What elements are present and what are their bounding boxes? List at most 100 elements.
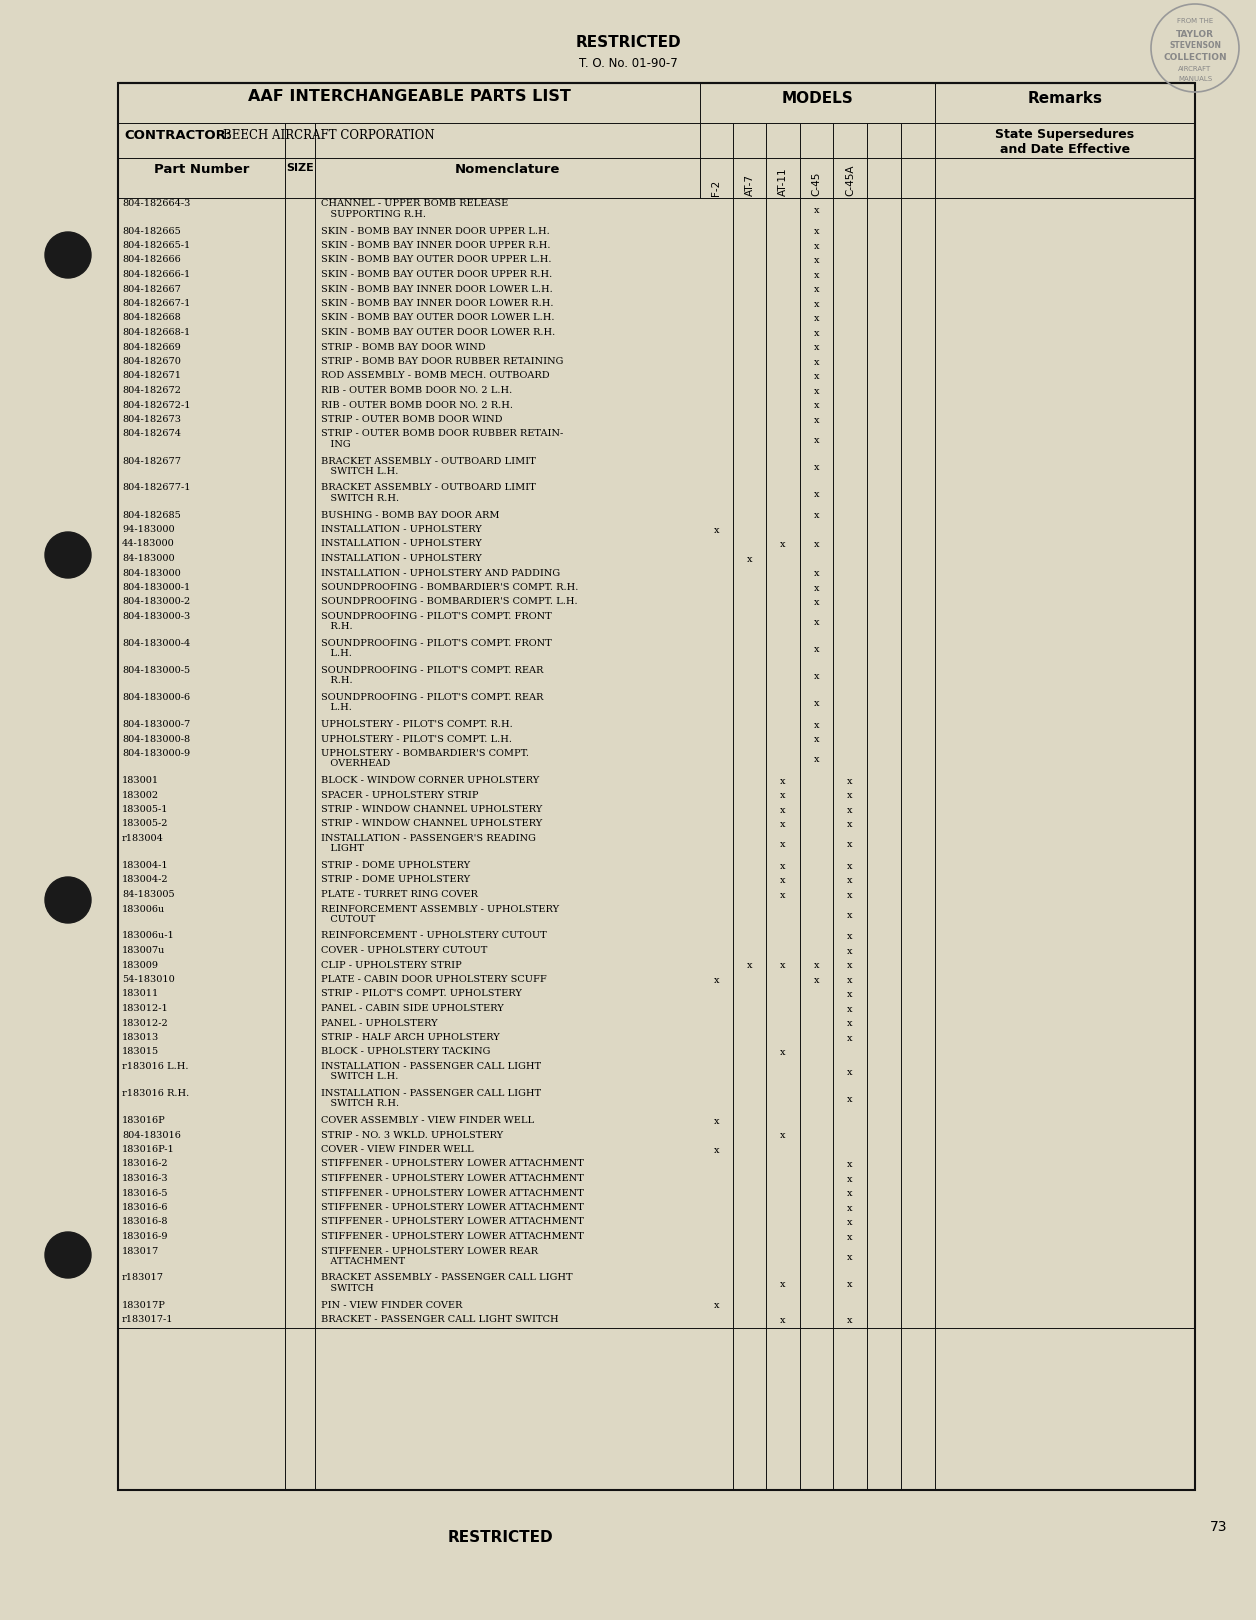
Text: x: x	[747, 554, 752, 564]
Text: INSTALLATION - PASSENGER CALL LIGHT
   SWITCH L.H.: INSTALLATION - PASSENGER CALL LIGHT SWIT…	[322, 1063, 541, 1082]
Text: T. O. No. 01-90-7: T. O. No. 01-90-7	[579, 57, 677, 70]
Text: 804-183000: 804-183000	[122, 569, 181, 577]
Text: r183017: r183017	[122, 1273, 165, 1283]
Text: Remarks: Remarks	[1027, 91, 1103, 105]
Text: 804-182667: 804-182667	[122, 285, 181, 293]
Text: SOUNDPROOFING - BOMBARDIER'S COMPT. L.H.: SOUNDPROOFING - BOMBARDIER'S COMPT. L.H.	[322, 598, 578, 606]
Text: x: x	[814, 489, 819, 499]
Text: STRIP - BOMB BAY DOOR RUBBER RETAINING: STRIP - BOMB BAY DOOR RUBBER RETAINING	[322, 356, 564, 366]
Text: SOUNDPROOFING - PILOT'S COMPT. REAR
   R.H.: SOUNDPROOFING - PILOT'S COMPT. REAR R.H.	[322, 666, 544, 685]
Text: x: x	[713, 525, 720, 535]
Text: 183016P-1: 183016P-1	[122, 1145, 175, 1153]
Text: 183016-8: 183016-8	[122, 1218, 168, 1226]
Text: x: x	[814, 329, 819, 337]
Text: 804-183016: 804-183016	[122, 1131, 181, 1139]
Text: 183016-2: 183016-2	[122, 1160, 168, 1168]
Text: x: x	[747, 961, 752, 970]
Text: x: x	[848, 862, 853, 870]
Text: 183016-3: 183016-3	[122, 1174, 168, 1183]
Text: 183004-2: 183004-2	[122, 875, 168, 885]
Text: x: x	[814, 373, 819, 381]
Text: x: x	[814, 598, 819, 608]
Text: 94-183000: 94-183000	[122, 525, 175, 535]
Text: x: x	[814, 285, 819, 293]
Text: COVER ASSEMBLY - VIEW FINDER WELL: COVER ASSEMBLY - VIEW FINDER WELL	[322, 1116, 534, 1124]
Text: STRIP - WINDOW CHANNEL UPHOLSTERY: STRIP - WINDOW CHANNEL UPHOLSTERY	[322, 820, 543, 828]
Text: SKIN - BOMB BAY OUTER DOOR UPPER L.H.: SKIN - BOMB BAY OUTER DOOR UPPER L.H.	[322, 256, 551, 264]
Text: REINFORCEMENT - UPHOLSTERY CUTOUT: REINFORCEMENT - UPHOLSTERY CUTOUT	[322, 931, 546, 941]
Text: UPHOLSTERY - PILOT'S COMPT. L.H.: UPHOLSTERY - PILOT'S COMPT. L.H.	[322, 734, 512, 744]
Text: MODELS: MODELS	[781, 91, 853, 105]
Text: STRIP - BOMB BAY DOOR WIND: STRIP - BOMB BAY DOOR WIND	[322, 342, 486, 352]
Text: SOUNDPROOFING - PILOT'S COMPT. FRONT
   L.H.: SOUNDPROOFING - PILOT'S COMPT. FRONT L.H…	[322, 638, 551, 658]
Text: SKIN - BOMB BAY INNER DOOR LOWER R.H.: SKIN - BOMB BAY INNER DOOR LOWER R.H.	[322, 300, 554, 308]
Text: 44-183000: 44-183000	[122, 539, 175, 549]
Text: 183002: 183002	[122, 791, 160, 800]
Text: FROM THE: FROM THE	[1177, 18, 1213, 24]
Text: x: x	[814, 300, 819, 308]
Text: 183004-1: 183004-1	[122, 860, 168, 870]
Text: x: x	[814, 721, 819, 729]
Text: COLLECTION: COLLECTION	[1163, 53, 1227, 62]
Text: 183012-1: 183012-1	[122, 1004, 168, 1012]
Text: 804-182671: 804-182671	[122, 371, 181, 381]
Text: 183016-9: 183016-9	[122, 1231, 168, 1241]
Text: x: x	[848, 1204, 853, 1212]
Text: and Date Effective: and Date Effective	[1000, 143, 1130, 156]
Text: x: x	[814, 402, 819, 410]
Text: x: x	[848, 946, 853, 956]
Circle shape	[45, 232, 90, 279]
Text: STIFFENER - UPHOLSTERY LOWER ATTACHMENT: STIFFENER - UPHOLSTERY LOWER ATTACHMENT	[322, 1189, 584, 1197]
Text: 804-182669: 804-182669	[122, 342, 181, 352]
Text: x: x	[848, 876, 853, 885]
Text: x: x	[848, 1252, 853, 1262]
Text: 183005-1: 183005-1	[122, 805, 168, 813]
Text: STRIP - DOME UPHOLSTERY: STRIP - DOME UPHOLSTERY	[322, 860, 470, 870]
Text: SOUNDPROOFING - PILOT'S COMPT. REAR
   L.H.: SOUNDPROOFING - PILOT'S COMPT. REAR L.H.	[322, 693, 544, 713]
Text: STIFFENER - UPHOLSTERY LOWER ATTACHMENT: STIFFENER - UPHOLSTERY LOWER ATTACHMENT	[322, 1160, 584, 1168]
Text: 804-182685: 804-182685	[122, 510, 181, 520]
Text: x: x	[814, 358, 819, 366]
Text: x: x	[814, 256, 819, 266]
Text: STIFFENER - UPHOLSTERY LOWER ATTACHMENT: STIFFENER - UPHOLSTERY LOWER ATTACHMENT	[322, 1231, 584, 1241]
Text: x: x	[780, 1280, 786, 1288]
Text: 804-183000-9: 804-183000-9	[122, 748, 190, 758]
Text: x: x	[848, 1004, 853, 1014]
Text: x: x	[848, 975, 853, 985]
Text: STRIP - OUTER BOMB DOOR RUBBER RETAIN-
   ING: STRIP - OUTER BOMB DOOR RUBBER RETAIN- I…	[322, 429, 563, 449]
Text: SKIN - BOMB BAY OUTER DOOR LOWER R.H.: SKIN - BOMB BAY OUTER DOOR LOWER R.H.	[322, 327, 555, 337]
Bar	[118, 83, 1194, 1490]
Text: STIFFENER - UPHOLSTERY LOWER ATTACHMENT: STIFFENER - UPHOLSTERY LOWER ATTACHMENT	[322, 1204, 584, 1212]
Text: x: x	[848, 910, 853, 920]
Text: x: x	[848, 931, 853, 941]
Text: 73: 73	[1210, 1520, 1227, 1534]
Text: C-45A: C-45A	[845, 165, 855, 196]
Text: 804-182665: 804-182665	[122, 227, 181, 235]
Text: 804-182673: 804-182673	[122, 415, 181, 424]
Text: 183005-2: 183005-2	[122, 820, 168, 828]
Text: INSTALLATION - UPHOLSTERY: INSTALLATION - UPHOLSTERY	[322, 539, 482, 549]
Text: x: x	[848, 891, 853, 899]
Text: ROD ASSEMBLY - BOMB MECH. OUTBOARD: ROD ASSEMBLY - BOMB MECH. OUTBOARD	[322, 371, 550, 381]
Text: x: x	[848, 805, 853, 815]
Text: x: x	[814, 755, 819, 765]
Text: x: x	[780, 1131, 786, 1140]
Text: STEVENSON: STEVENSON	[1169, 40, 1221, 50]
Text: x: x	[780, 961, 786, 970]
Circle shape	[45, 876, 90, 923]
Text: 183011: 183011	[122, 990, 160, 998]
Text: 804-183000-2: 804-183000-2	[122, 598, 190, 606]
Text: RESTRICTED: RESTRICTED	[447, 1529, 553, 1545]
Text: BRACKET ASSEMBLY - OUTBOARD LIMIT
   SWITCH R.H.: BRACKET ASSEMBLY - OUTBOARD LIMIT SWITCH…	[322, 483, 536, 502]
Text: x: x	[713, 975, 720, 985]
Text: 804-183000-5: 804-183000-5	[122, 666, 190, 676]
Text: x: x	[814, 700, 819, 708]
Text: 183006u: 183006u	[122, 904, 166, 914]
Text: C-45: C-45	[811, 172, 821, 196]
Text: 804-183000-6: 804-183000-6	[122, 693, 190, 701]
Text: 804-183000-4: 804-183000-4	[122, 638, 190, 648]
Text: x: x	[780, 1315, 786, 1325]
Text: 804-183000-8: 804-183000-8	[122, 734, 190, 744]
Text: PIN - VIEW FINDER COVER: PIN - VIEW FINDER COVER	[322, 1301, 462, 1309]
Text: SKIN - BOMB BAY OUTER DOOR LOWER L.H.: SKIN - BOMB BAY OUTER DOOR LOWER L.H.	[322, 314, 554, 322]
